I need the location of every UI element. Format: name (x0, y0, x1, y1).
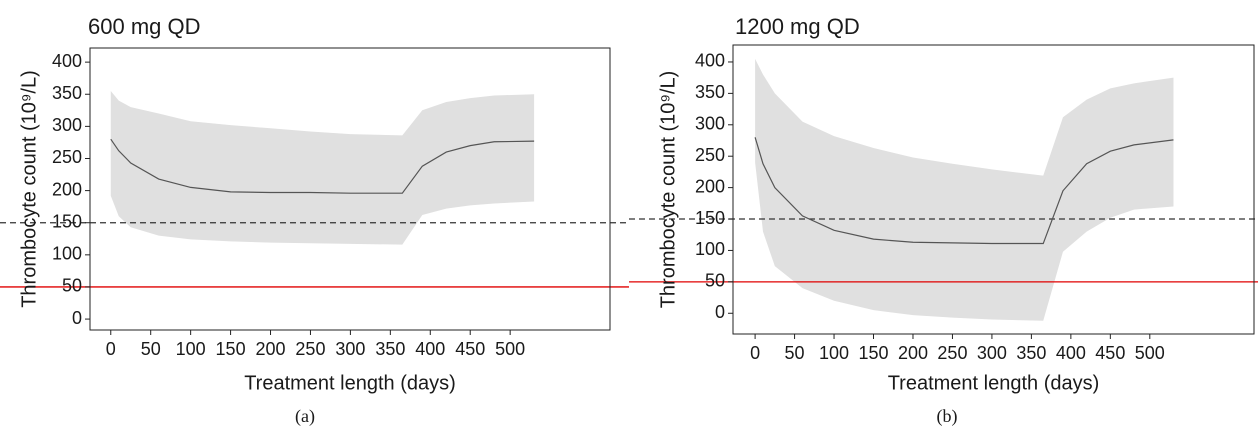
y-tick-label: 150 (695, 208, 725, 228)
chart-panel: 0 50 100 150 200 250 300 350 400 0 50 100 150 200 250 3… (0, 14, 629, 427)
y-tick-label: 400 (52, 51, 82, 71)
y-axis-label: Thrombocyte count (10⁹/L) (657, 71, 679, 309)
chart-title: 1200 mg QD (735, 14, 860, 39)
y-tick-label: 350 (695, 82, 725, 102)
x-axis-label: Treatment length (days) (888, 372, 1100, 394)
x-tick-label: 50 (785, 343, 805, 363)
interval-band (755, 58, 1174, 321)
y-tick-label: 100 (695, 239, 725, 259)
x-tick-label: 250 (295, 339, 325, 359)
x-tick-label: 350 (1016, 343, 1046, 363)
x-tick-label: 450 (455, 339, 485, 359)
x-tick-label: 250 (937, 343, 967, 363)
panel-caption: (b) (937, 406, 958, 427)
plot-frame (732, 44, 1255, 335)
x-tick-label: 150 (216, 339, 246, 359)
median-line (110, 138, 535, 194)
x-tick-label: 100 (176, 339, 206, 359)
x-tick-label: 100 (819, 343, 849, 363)
y-tick-label: 150 (52, 211, 82, 231)
y-tick-label: 100 (52, 244, 82, 264)
y-tick-label: 200 (695, 176, 725, 196)
y-tick-label: 250 (695, 145, 725, 165)
x-tick-label: 150 (858, 343, 888, 363)
y-axis-label: Thrombocyte count (10⁹/L) (18, 70, 40, 308)
x-tick-label: 200 (898, 343, 928, 363)
y-tick-label: 50 (62, 276, 82, 296)
x-tick-label: 450 (1095, 343, 1125, 363)
y-tick-label: 250 (52, 147, 82, 167)
y-tick-label: 350 (52, 83, 82, 103)
y-tick-label: 300 (695, 114, 725, 134)
x-tick-label: 300 (335, 339, 365, 359)
x-tick-label: 500 (495, 339, 525, 359)
panel-caption: (a) (295, 406, 315, 427)
median-line (754, 137, 1174, 245)
y-tick-label: 0 (72, 308, 82, 328)
interval-band (110, 91, 535, 245)
x-tick-label: 300 (977, 343, 1007, 363)
x-tick-label: 400 (415, 339, 445, 359)
y-tick-label: 0 (715, 302, 725, 322)
x-tick-label: 350 (375, 339, 405, 359)
y-tick-label: 200 (52, 179, 82, 199)
x-axis-label: Treatment length (days) (244, 372, 456, 394)
x-tick-label: 200 (255, 339, 285, 359)
x-tick-label: 0 (106, 339, 116, 359)
x-tick-label: 0 (750, 343, 760, 363)
x-tick-label: 400 (1056, 343, 1086, 363)
x-tick-label: 500 (1135, 343, 1165, 363)
chart-title: 600 mg QD (88, 14, 201, 39)
chart-panel: 0 50 100 150 200 250 300 350 400 0 50 100 150 200 250 3… (629, 14, 1258, 427)
y-tick-label: 300 (52, 115, 82, 135)
x-tick-label: 50 (141, 339, 161, 359)
y-tick-label: 50 (705, 271, 725, 291)
y-tick-label: 400 (695, 51, 725, 71)
